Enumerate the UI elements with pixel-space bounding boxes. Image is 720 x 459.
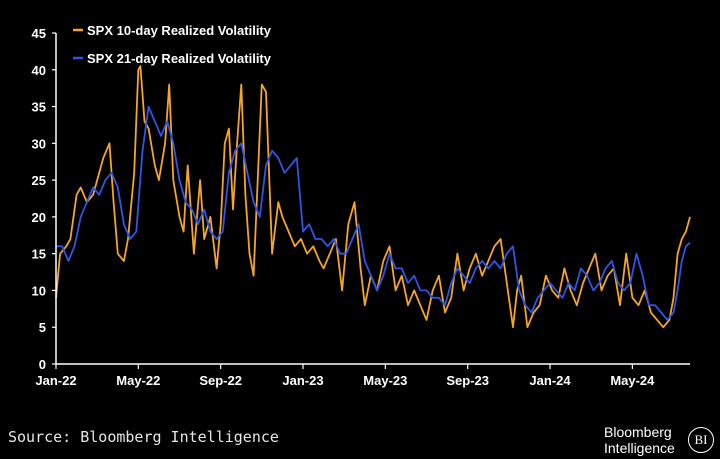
x-axis-ticks: Jan-22 May-22 Sep-22 Jan-23 May-23 Sep-23 Jan-… xyxy=(35,364,655,388)
series-line-10-day xyxy=(55,65,691,329)
plot-lines xyxy=(55,65,691,329)
y-tick-label: 5 xyxy=(39,320,46,335)
legend: SPX 10-day Realized Volatility SPX 21-day… xyxy=(73,23,272,66)
brand-line-2: Intelligence xyxy=(604,440,675,456)
bi-badge-icon: BI xyxy=(688,427,714,453)
x-tick-label: Sep-23 xyxy=(446,373,489,388)
x-tick-label: May-23 xyxy=(363,373,407,388)
x-tick-label: Sep-22 xyxy=(199,373,242,388)
y-tick-label: 15 xyxy=(32,247,46,262)
x-tick-label: May-24 xyxy=(610,373,655,388)
brand-line-1: Bloomberg xyxy=(604,424,672,440)
y-tick-label: 45 xyxy=(32,26,46,41)
x-tick-label: Jan-23 xyxy=(282,373,323,388)
legend-label: SPX 21-day Realized Volatility xyxy=(87,51,272,66)
series-line-21-day xyxy=(56,105,691,321)
legend-label: SPX 10-day Realized Volatility xyxy=(87,23,272,38)
y-axis-ticks: 0 5 10 15 20 25 30 35 40 45 xyxy=(32,26,56,372)
y-tick-label: 25 xyxy=(32,173,46,188)
y-tick-label: 10 xyxy=(32,283,46,298)
axes xyxy=(55,33,690,365)
x-tick-label: May-22 xyxy=(116,373,160,388)
y-tick-label: 20 xyxy=(32,210,46,225)
source-note: Source: Bloomberg Intelligence xyxy=(8,428,279,446)
y-tick-label: 0 xyxy=(39,357,46,372)
y-tick-label: 35 xyxy=(32,100,46,115)
x-tick-label: Jan-22 xyxy=(35,373,76,388)
y-tick-label: 40 xyxy=(32,63,46,78)
bloomberg-intelligence-logo: Bloomberg Intelligence xyxy=(604,424,675,456)
x-tick-label: Jan-24 xyxy=(529,373,571,388)
y-tick-label: 30 xyxy=(32,136,46,151)
